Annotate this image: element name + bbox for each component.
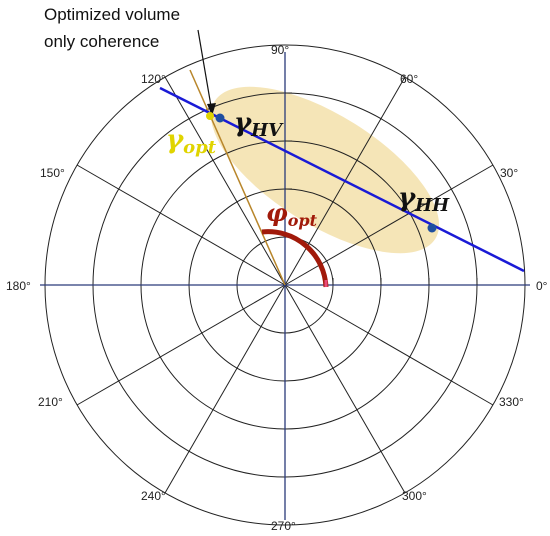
callout-line-1: Optimized volume xyxy=(44,5,180,24)
phase-arc xyxy=(261,229,329,288)
optimized-direction-line xyxy=(189,69,286,286)
coherence-line xyxy=(159,86,525,273)
callout-line-2: only coherence xyxy=(44,32,159,51)
angle-label-300: 300° xyxy=(402,489,427,503)
angle-label-240: 240° xyxy=(141,489,166,503)
spoke-210 xyxy=(76,284,286,406)
callout-pointer xyxy=(197,29,213,113)
gamma-hh-point xyxy=(427,223,437,233)
spoke-330 xyxy=(284,284,494,406)
spoke-240 xyxy=(164,284,286,494)
gamma-hh-label: γHH xyxy=(398,183,450,216)
callout-arrowhead xyxy=(207,103,216,116)
radial-spokes xyxy=(76,76,494,494)
angle-label-120: 120° xyxy=(141,72,166,86)
gamma-opt-label: γopt xyxy=(166,125,217,158)
phi-opt-label: φopt xyxy=(266,198,318,230)
gamma-hv-point xyxy=(215,113,225,123)
angle-label-330: 330° xyxy=(499,395,524,409)
angle-label-0: 0° xyxy=(536,279,548,293)
angle-labels: 0° 30° 60° 90° 120° 150° 180° 210° 240° … xyxy=(6,43,548,533)
gamma-opt-point xyxy=(206,112,214,120)
main-axes xyxy=(40,52,530,520)
gamma-hv-label: γHV xyxy=(234,108,284,141)
angle-label-270: 270° xyxy=(271,519,296,533)
angle-label-30: 30° xyxy=(500,166,518,180)
spoke-300 xyxy=(284,284,406,494)
angle-label-210: 210° xyxy=(38,395,63,409)
spoke-150 xyxy=(76,164,286,286)
angle-label-90: 90° xyxy=(271,43,289,57)
angle-label-150: 150° xyxy=(40,166,65,180)
spoke-120 xyxy=(164,76,286,286)
angle-label-60: 60° xyxy=(400,72,418,86)
angle-label-180: 180° xyxy=(6,279,31,293)
